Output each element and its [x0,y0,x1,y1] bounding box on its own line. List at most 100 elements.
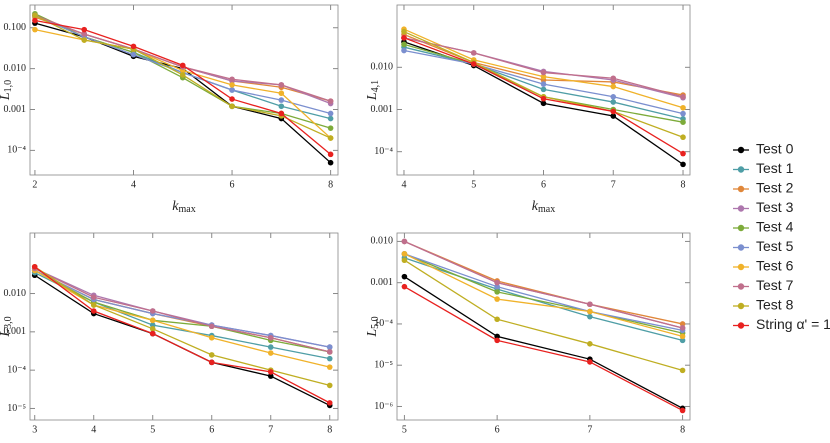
data-point [149,308,156,314]
legend-label: Test 2 [756,180,794,196]
plot-frame [396,232,691,421]
x-tick-label: 6 [541,179,546,190]
data-point [278,103,285,110]
legend-swatch [737,263,745,271]
y-tick-label: 0.010 [4,63,27,74]
series-line [34,266,330,387]
data-point [326,344,333,350]
legend-swatch [737,322,745,329]
x-tick-label: 7 [611,179,616,190]
series-line [404,276,683,409]
x-axis-label: kmax [172,199,195,215]
x-tick-label: 8 [681,179,686,190]
legend-swatch [737,302,745,310]
data-point [130,43,137,50]
series-line [34,267,330,353]
y-axis-label: L1,0 [0,80,14,101]
series-line [404,240,683,329]
data-point [326,364,333,370]
data-point [610,75,617,82]
data-point [679,325,686,331]
data-point [267,369,274,375]
series-line [34,269,330,353]
data-point [81,31,88,37]
data-point [278,82,285,88]
data-point [680,134,686,141]
y-tick-label: 10⁻⁴ [7,364,26,375]
data-point [494,283,500,290]
data-point [401,35,407,41]
data-point [229,87,235,93]
data-point [267,344,274,350]
y-axis-label: L3,0 [0,316,14,337]
legend-label: Test 6 [756,258,794,274]
data-point [610,83,617,90]
x-label-sub: max [538,204,555,215]
data-point [401,28,407,35]
series-line [34,16,331,102]
data-point [326,349,333,355]
data-point [679,321,686,327]
legend-swatch [737,244,745,251]
y-axis-label: L5,0 [365,316,381,337]
data-point [494,279,500,286]
data-point [679,367,686,374]
data-point [540,69,547,76]
data-point [540,73,547,80]
series-line [404,240,683,325]
data-point [90,302,97,308]
data-point [587,301,593,308]
y-tick-label: 10⁻⁵ [7,403,26,414]
data-point [610,93,617,100]
legend-label: Test 5 [756,238,794,254]
data-point [278,90,285,97]
data-point [229,82,235,88]
data-point [149,317,156,324]
series-line [404,259,683,371]
data-point [679,407,686,414]
data-point [680,93,686,100]
data-point [326,400,333,406]
data-point [327,125,334,131]
y-label-sub: 3,0 [3,316,14,329]
y-label-sub: 4,1 [370,80,381,93]
data-point [680,110,686,117]
y-tick-label: 0.001 [4,104,27,115]
data-point [401,47,407,54]
data-point [680,161,686,168]
x-tick-label: 3 [32,424,37,435]
y-label-main: L [365,329,380,338]
data-point [494,337,500,344]
y-label-main: L [365,92,380,101]
x-tick-label: 5 [471,179,476,190]
data-point [326,355,333,362]
data-point [81,37,88,43]
data-point [610,99,617,105]
plot-frame [29,232,339,421]
data-point [680,119,686,125]
data-point [208,352,215,358]
legend-swatch [737,283,745,290]
series-line [404,253,683,334]
data-point [494,333,500,340]
data-point [327,159,334,166]
data-point [540,86,547,93]
x-tick-label: 8 [328,179,333,190]
data-point [31,263,38,270]
x-tick-label: 6 [495,424,500,435]
data-point [587,359,593,365]
data-point [229,76,235,83]
x-tick-label: 8 [327,424,332,435]
legend-swatch [737,166,745,173]
data-point [267,334,274,341]
x-label-main: k [172,199,179,214]
y-tick-label: 10⁻⁴ [374,318,393,329]
data-point [278,110,285,117]
data-point [540,95,547,102]
series-line [34,269,330,353]
data-point [149,330,156,337]
data-point [32,12,38,19]
x-tick-label: 7 [587,424,592,435]
series-line [34,28,332,139]
